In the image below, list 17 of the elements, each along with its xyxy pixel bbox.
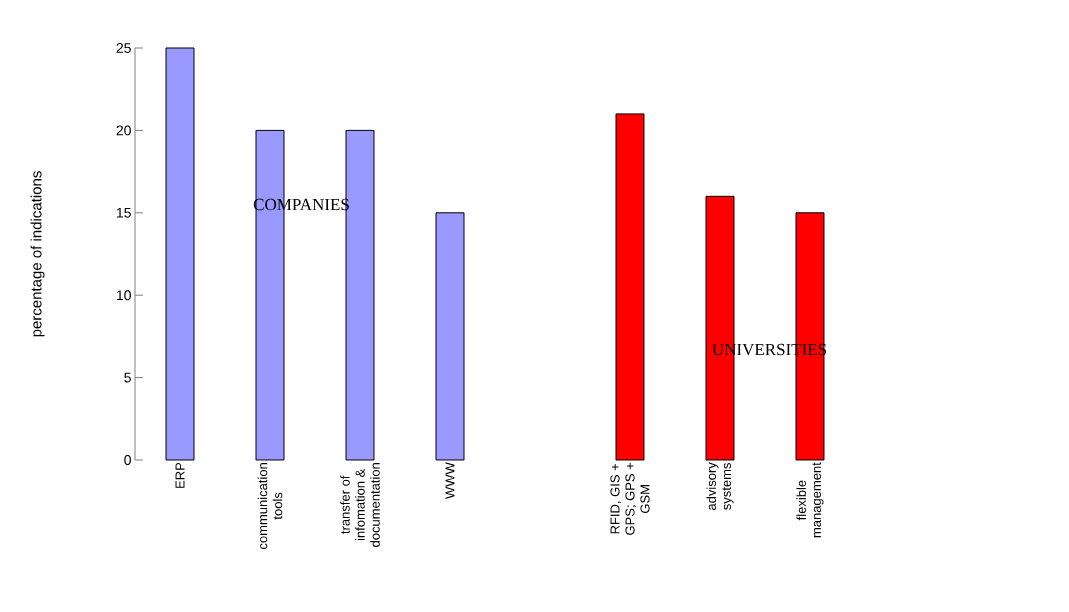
- y-tick-label: 10: [116, 290, 131, 301]
- bar: [165, 47, 195, 461]
- x-tick-label: RFID, GIS + GPS; GPS + GSM: [610, 462, 650, 535]
- bar: [435, 212, 465, 461]
- x-tick-label: WWW: [445, 462, 455, 499]
- x-tick-label: flexible management: [796, 462, 824, 538]
- y-tick-label: 0: [124, 455, 131, 465]
- x-tick-label: transfer of infomation & documentation: [340, 463, 380, 547]
- y-tick-label: 5: [124, 372, 131, 383]
- y-tick-label: 15: [116, 207, 131, 218]
- y-tick-label: 20: [116, 125, 131, 136]
- x-tick-label: ERP: [175, 462, 185, 488]
- x-tick-label: communication tools: [257, 463, 283, 550]
- y-axis-title: percentage of indications: [30, 171, 45, 337]
- x-tick-label: advisory systems: [706, 462, 734, 511]
- y-tick-label: 25: [116, 43, 131, 53]
- bar: [615, 113, 645, 461]
